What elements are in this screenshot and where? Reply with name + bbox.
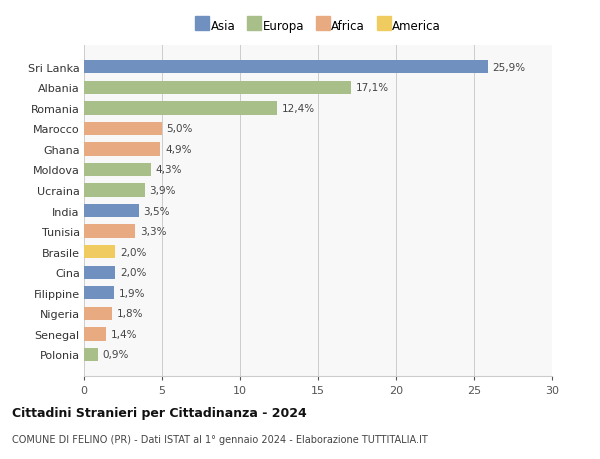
Bar [84, 123, 162, 136]
Text: 3,5%: 3,5% [143, 206, 170, 216]
Text: 4,3%: 4,3% [156, 165, 182, 175]
Bar [84, 163, 151, 177]
Bar [84, 143, 160, 156]
Bar [84, 204, 139, 218]
Text: 2,0%: 2,0% [120, 268, 146, 278]
Bar [84, 307, 112, 320]
Bar [84, 286, 113, 300]
Bar [84, 348, 98, 361]
Text: 4,9%: 4,9% [165, 145, 191, 155]
Bar [84, 61, 488, 74]
Text: 3,3%: 3,3% [140, 227, 167, 237]
Text: Cittadini Stranieri per Cittadinanza - 2024: Cittadini Stranieri per Cittadinanza - 2… [12, 406, 307, 419]
Bar [84, 328, 106, 341]
Legend: Asia, Europa, Africa, America: Asia, Europa, Africa, America [195, 21, 441, 34]
Bar [84, 102, 277, 115]
Text: 3,9%: 3,9% [149, 185, 176, 196]
Text: 0,9%: 0,9% [103, 350, 129, 360]
Text: 5,0%: 5,0% [167, 124, 193, 134]
Text: 1,9%: 1,9% [118, 288, 145, 298]
Text: 17,1%: 17,1% [355, 83, 389, 93]
Bar [84, 184, 145, 197]
Bar [84, 266, 115, 280]
Bar [84, 225, 136, 238]
Text: 2,0%: 2,0% [120, 247, 146, 257]
Text: 12,4%: 12,4% [282, 104, 315, 113]
Text: 1,4%: 1,4% [110, 329, 137, 339]
Bar [84, 81, 351, 95]
Bar [84, 246, 115, 259]
Text: COMUNE DI FELINO (PR) - Dati ISTAT al 1° gennaio 2024 - Elaborazione TUTTITALIA.: COMUNE DI FELINO (PR) - Dati ISTAT al 1°… [12, 434, 428, 444]
Text: 1,8%: 1,8% [117, 309, 143, 319]
Text: 25,9%: 25,9% [493, 62, 526, 73]
